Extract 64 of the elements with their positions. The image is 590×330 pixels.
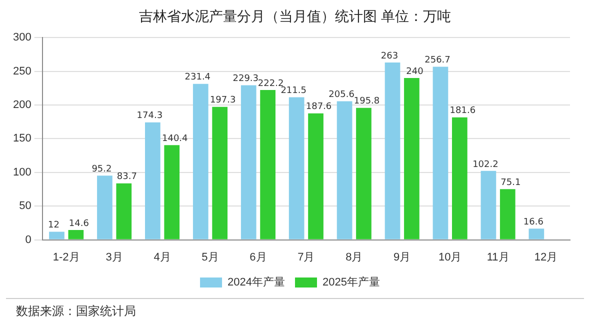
data-label: 197.3 xyxy=(210,96,236,106)
x-tick-label: 1-2月 xyxy=(52,251,80,264)
y-tick-label: 0 xyxy=(25,234,32,246)
chart-title: 吉林省水泥产量分月（当月值）统计图 单位：万吨 xyxy=(138,8,452,27)
x-tick-label: 7月 xyxy=(298,251,315,264)
data-label: 240 xyxy=(406,66,424,77)
bar xyxy=(288,97,304,240)
x-tick-label: 12月 xyxy=(534,251,558,264)
x-tick-label: 4月 xyxy=(154,251,171,264)
data-label: 83.7 xyxy=(116,172,137,182)
data-label: 195.8 xyxy=(354,96,380,107)
x-tick-label: 6月 xyxy=(250,251,267,264)
x-tick-label: 3月 xyxy=(106,251,123,264)
data-label: 229.3 xyxy=(232,74,258,84)
bar xyxy=(68,230,84,240)
data-label: 12 xyxy=(48,220,60,231)
y-tick-label: 150 xyxy=(12,132,32,145)
bar xyxy=(260,90,276,240)
data-label: 263 xyxy=(380,51,398,62)
data-label: 231.4 xyxy=(184,72,211,83)
bar xyxy=(49,232,64,240)
bar xyxy=(356,108,372,240)
y-tick-label: 300 xyxy=(12,32,32,44)
bar xyxy=(192,84,208,240)
bar xyxy=(116,183,132,240)
x-tick-label: 5月 xyxy=(202,251,219,264)
bar xyxy=(212,106,228,240)
data-label: 181.6 xyxy=(450,106,476,116)
legend-label: 2025年产量 xyxy=(322,276,380,289)
data-label: 205.6 xyxy=(328,90,355,100)
data-label: 14.6 xyxy=(68,218,90,229)
data-label: 174.3 xyxy=(136,111,163,122)
data-label: 222.2 xyxy=(258,78,284,89)
y-tick-label: 100 xyxy=(12,166,32,178)
data-label: 16.6 xyxy=(523,217,544,228)
legend-label: 2024年产量 xyxy=(228,276,286,289)
x-tick-label: 9月 xyxy=(394,251,411,264)
bar xyxy=(240,85,256,240)
data-label: 75.1 xyxy=(500,178,521,188)
bar xyxy=(145,122,160,240)
bar xyxy=(336,101,352,240)
data-label: 102.2 xyxy=(472,160,498,170)
bar xyxy=(308,113,324,240)
data-label: 95.2 xyxy=(92,164,112,174)
data-label: 256.7 xyxy=(424,56,450,66)
y-tick-label: 250 xyxy=(12,65,32,78)
bar xyxy=(97,176,112,240)
y-tick-label: 50 xyxy=(19,200,32,212)
bar xyxy=(432,66,448,240)
x-tick-label: 10月 xyxy=(438,251,462,264)
bar xyxy=(528,228,544,240)
bar xyxy=(452,117,468,240)
source-note: 数据来源：国家统计局 xyxy=(6,298,584,324)
bar xyxy=(164,145,180,240)
x-tick-label: 11月 xyxy=(486,251,510,264)
data-label: 211.5 xyxy=(280,86,306,96)
bar xyxy=(404,78,420,240)
data-label: 140.4 xyxy=(162,134,188,144)
y-tick-label: 200 xyxy=(12,99,32,112)
bar xyxy=(480,170,496,240)
x-tick-label: 8月 xyxy=(346,251,363,264)
bar xyxy=(384,62,400,240)
bar xyxy=(500,189,516,240)
data-label: 187.6 xyxy=(306,102,332,112)
